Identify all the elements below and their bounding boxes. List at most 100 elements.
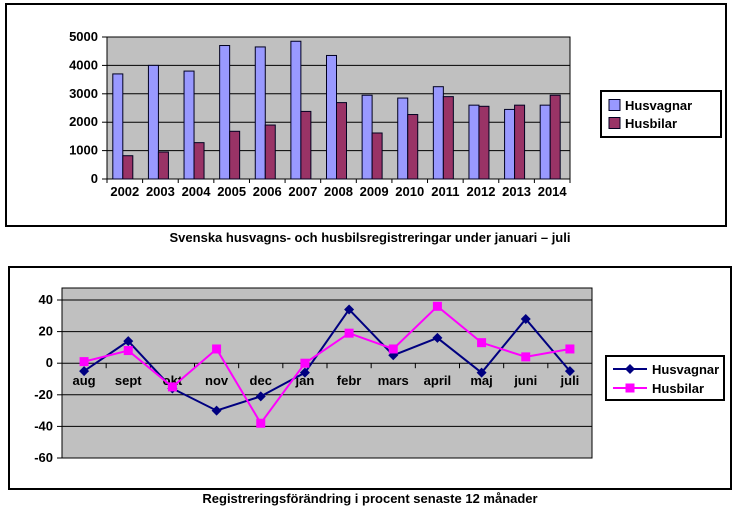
bar: [112, 73, 124, 180]
y-axis: 0 1000 2000 3000 4000 5000: [69, 29, 107, 186]
bar: [407, 114, 419, 180]
diamond-marker: [123, 336, 134, 347]
diamond-marker: [79, 366, 90, 377]
diamond-marker: [476, 367, 487, 378]
bar: [183, 70, 195, 180]
diamond-marker: [255, 391, 266, 402]
x-tick-label: 2010: [395, 184, 424, 199]
bar: [361, 94, 373, 180]
x-tick-label: 2007: [288, 184, 317, 199]
y-tick-label: 0: [91, 171, 98, 186]
x-tick-label: 2006: [253, 184, 282, 199]
line-chart-panel: 40 20 0 -20 -40 -60 aug sept okt nov dec jan febr mar…: [8, 266, 732, 490]
legend-box: [605, 355, 725, 401]
y-tick-label: 4000: [69, 57, 98, 72]
bar: [157, 151, 169, 180]
legend-label: Husbilar: [652, 381, 704, 396]
diamond-marker: [388, 350, 399, 361]
x-tick-label: 2008: [324, 184, 353, 199]
plot-area: [61, 287, 593, 459]
square-marker: [477, 338, 487, 348]
y-tick-label: 3000: [69, 86, 98, 101]
x-tick-label: 2012: [467, 184, 496, 199]
series-husbilar: [122, 94, 561, 180]
diamond-marker: [432, 332, 443, 343]
x-tick-label: sept: [115, 373, 142, 388]
legend-swatch: [608, 99, 621, 111]
legend: Husvagnar Husbilar: [605, 355, 725, 401]
series-husbilar: [79, 301, 575, 428]
square-marker: [388, 344, 398, 354]
diamond-marker: [344, 304, 355, 315]
square-marker: [432, 301, 442, 311]
y-tick-label: -60: [34, 450, 53, 465]
legend-diamond-marker: [625, 364, 635, 374]
bar: [514, 104, 526, 180]
bar: [300, 110, 312, 180]
x-tick-label: 2005: [217, 184, 246, 199]
bar: [122, 155, 134, 180]
x-tick-label: juni: [513, 373, 537, 388]
x-tick-label: 2002: [110, 184, 139, 199]
bar: [264, 124, 276, 180]
bar-chart-panel: 0 1000 2000 3000 4000 5000 2002 2003 2004 2005 200…: [5, 3, 727, 227]
x-tick-label: febr: [337, 373, 362, 388]
square-marker: [300, 358, 310, 368]
bar: [326, 54, 337, 180]
bar: [549, 94, 561, 180]
bar-chart-caption: Svenska husvagns- och husbilsregistrerin…: [169, 230, 571, 245]
x-tick-label: 2004: [182, 184, 212, 199]
square-marker: [565, 344, 575, 354]
y-tick-label: 2000: [69, 114, 98, 129]
bar: [539, 104, 551, 180]
x-axis: 2002 2003 2004 2005 2006 2007 2008 2009 2010 2011…: [106, 179, 571, 199]
y-tick-label: 0: [46, 355, 53, 370]
bar: [397, 97, 409, 180]
bar: [229, 130, 241, 180]
x-tick-label: jan: [295, 373, 315, 388]
x-axis: aug sept okt nov dec jan febr mars april maj juni j…: [61, 363, 593, 388]
x-tick-label: 2009: [360, 184, 389, 199]
bar: [468, 104, 480, 180]
legend-label: Husbilar: [625, 116, 677, 131]
series-husvagnar: [112, 40, 551, 180]
x-tick-label: mars: [378, 373, 409, 388]
square-marker: [521, 352, 531, 362]
square-marker: [79, 357, 89, 367]
square-marker: [256, 418, 266, 428]
y-axis: 40 20 0 -20 -40 -60: [34, 288, 63, 465]
y-tick-label: -20: [34, 387, 53, 402]
legend-box: [600, 90, 722, 138]
bar: [219, 45, 231, 180]
legend: Husvagnar Husbilar: [600, 90, 722, 138]
bar: [147, 64, 159, 180]
bar: [254, 46, 266, 180]
bar: [432, 86, 444, 180]
square-marker: [212, 344, 222, 354]
legend-label: Husvagnar: [652, 362, 719, 377]
bar: [193, 142, 205, 180]
x-tick-label: 2014: [538, 184, 568, 199]
diamond-marker: [564, 366, 575, 377]
line-chart-caption: Registreringsförändring i procent senast…: [202, 491, 538, 506]
diamond-marker: [299, 367, 310, 378]
y-tick-label: 5000: [69, 29, 98, 44]
bar: [442, 96, 454, 180]
x-tick-label: 2013: [502, 184, 531, 199]
square-marker: [167, 382, 177, 392]
y-tick-label: 40: [39, 292, 53, 307]
x-tick-label: 2003: [146, 184, 175, 199]
x-tick-label: april: [424, 373, 451, 388]
bar: [290, 40, 302, 180]
square-marker: [123, 346, 133, 356]
y-tick-label: 20: [39, 324, 53, 339]
x-tick-label: 2011: [431, 184, 459, 199]
y-tick-label: -40: [34, 418, 53, 433]
series-line: [83, 304, 571, 426]
x-tick-label: nov: [205, 373, 229, 388]
x-tick-label: maj: [470, 373, 492, 388]
bar: [478, 105, 490, 180]
x-tick-label: juli: [560, 373, 580, 388]
